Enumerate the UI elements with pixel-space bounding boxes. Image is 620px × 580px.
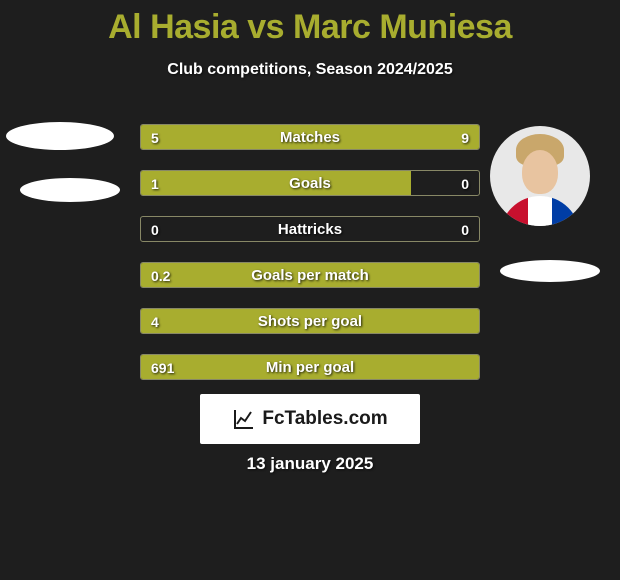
stat-row-goals: 1 Goals 0 xyxy=(140,170,480,196)
value-right: 9 xyxy=(461,125,469,150)
page-title: Al Hasia vs Marc Muniesa xyxy=(0,0,620,47)
stats-container: 5 Matches 9 1 Goals 0 0 Hattricks 0 0.2 … xyxy=(140,124,480,400)
player-right-avatar xyxy=(490,126,590,226)
stat-row-matches: 5 Matches 9 xyxy=(140,124,480,150)
stat-row-shots-per-goal: 4 Shots per goal xyxy=(140,308,480,334)
stat-label: Hattricks xyxy=(141,217,479,242)
value-right: 0 xyxy=(461,217,469,242)
right-ellipse-1 xyxy=(500,260,600,282)
chart-icon xyxy=(232,407,256,431)
stat-row-goals-per-match: 0.2 Goals per match xyxy=(140,262,480,288)
site-badge: FcTables.com xyxy=(200,394,420,444)
date-label: 13 january 2025 xyxy=(0,454,620,474)
stat-label: Shots per goal xyxy=(141,309,479,334)
subtitle: Club competitions, Season 2024/2025 xyxy=(0,61,620,79)
value-right: 0 xyxy=(461,171,469,196)
left-ellipse-2 xyxy=(20,178,120,202)
stat-label: Matches xyxy=(141,125,479,150)
stat-row-min-per-goal: 691 Min per goal xyxy=(140,354,480,380)
stat-label: Goals xyxy=(141,171,479,196)
left-ellipse-1 xyxy=(6,122,114,150)
stat-label: Goals per match xyxy=(141,263,479,288)
site-text: FcTables.com xyxy=(262,408,387,430)
stat-row-hattricks: 0 Hattricks 0 xyxy=(140,216,480,242)
stat-label: Min per goal xyxy=(141,355,479,380)
